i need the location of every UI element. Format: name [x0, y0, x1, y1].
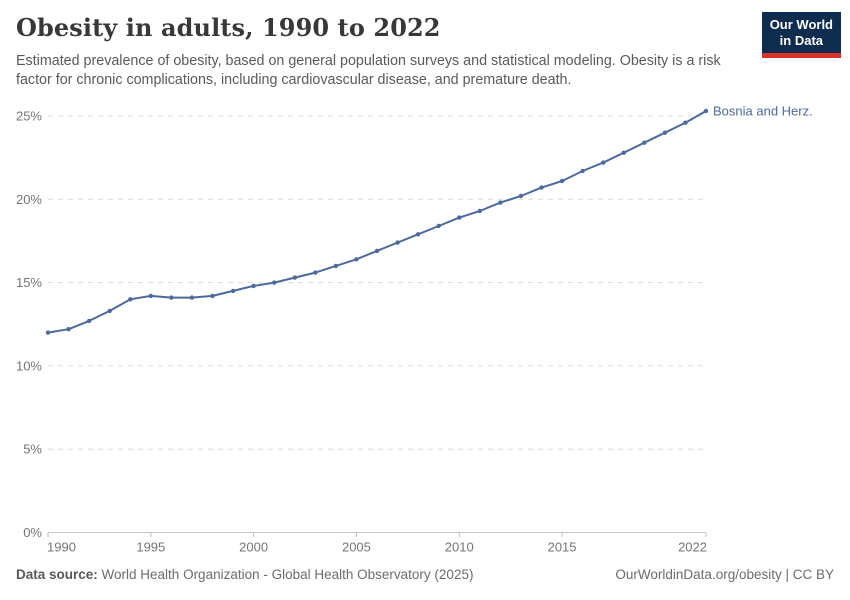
data-point-2010[interactable]	[457, 215, 462, 220]
y-axis-label: 5%	[23, 442, 42, 457]
data-point-2008[interactable]	[415, 232, 421, 237]
x-axis-label: 2000	[239, 540, 268, 555]
chart-title: Obesity in adults, 1990 to 2022	[16, 13, 441, 42]
data-point-2020[interactable]	[662, 130, 668, 135]
credit-link[interactable]: OurWorldinData.org/obesity | CC BY	[615, 567, 834, 582]
x-axis-label: 2015	[548, 540, 577, 555]
data-point-1993[interactable]	[107, 308, 112, 314]
x-axis-label: 1995	[136, 540, 165, 555]
y-axis-label: 15%	[16, 275, 42, 290]
data-point-1996[interactable]	[169, 295, 174, 300]
data-point-2014[interactable]	[539, 185, 544, 190]
data-point-1991[interactable]	[66, 327, 71, 332]
x-axis-label: 1990	[47, 540, 76, 555]
x-axis-label: 2010	[445, 540, 474, 555]
data-point-2009[interactable]	[436, 223, 441, 229]
owid-logo[interactable]: Our World in Data	[761, 12, 841, 58]
data-point-2012[interactable]	[498, 200, 503, 205]
x-axis-label: 2022	[678, 540, 707, 555]
data-point-1997[interactable]	[189, 295, 195, 300]
data-point-1994[interactable]	[128, 297, 133, 302]
data-point-2013[interactable]	[518, 193, 524, 199]
data-source-label: Data source:	[16, 567, 98, 582]
y-axis-label: 20%	[16, 192, 42, 207]
data-point-1999[interactable]	[230, 288, 236, 294]
data-source: Data source: World Health Organization -…	[16, 567, 473, 582]
data-point-2017[interactable]	[601, 160, 606, 165]
series-bosnia-and-herz-[interactable]: Bosnia and Herz.	[45, 104, 813, 335]
data-point-2004[interactable]	[333, 263, 339, 269]
data-point-2019[interactable]	[642, 140, 647, 145]
data-point-1990[interactable]	[45, 330, 51, 335]
data-point-2005[interactable]	[354, 257, 359, 262]
x-axis-label: 2005	[342, 540, 371, 555]
y-axis-label: 25%	[16, 109, 42, 124]
logo-text-line2: in Data	[779, 33, 824, 48]
data-point-2006[interactable]	[374, 248, 380, 254]
data-point-2018[interactable]	[621, 150, 626, 155]
data-point-2002[interactable]	[292, 275, 297, 280]
data-point-2011[interactable]	[477, 208, 482, 214]
series-line[interactable]	[47, 110, 707, 334]
y-axis-label: 0%	[23, 525, 42, 540]
data-point-2022[interactable]	[703, 108, 709, 114]
data-point-2021[interactable]	[683, 120, 688, 125]
data-point-2007[interactable]	[395, 240, 400, 245]
data-point-2001[interactable]	[272, 280, 277, 285]
data-source-text: World Health Organization - Global Healt…	[97, 567, 474, 582]
y-axis-label: 10%	[16, 358, 42, 373]
data-point-2003[interactable]	[313, 270, 318, 275]
logo-red-bar	[761, 53, 841, 58]
series-end-label[interactable]: Bosnia and Herz.	[713, 104, 813, 119]
data-point-2000[interactable]	[251, 283, 256, 289]
data-point-1998[interactable]	[210, 293, 215, 299]
data-point-2016[interactable]	[580, 168, 585, 174]
data-point-1992[interactable]	[86, 318, 92, 324]
chart-footer: Data source: World Health Organization -…	[16, 567, 834, 582]
chart-subtitle: Estimated prevalence of obesity, based o…	[16, 53, 721, 88]
logo-text-line1: Our World	[769, 17, 833, 32]
data-point-2015[interactable]	[559, 178, 565, 184]
data-point-1995[interactable]	[148, 293, 153, 299]
